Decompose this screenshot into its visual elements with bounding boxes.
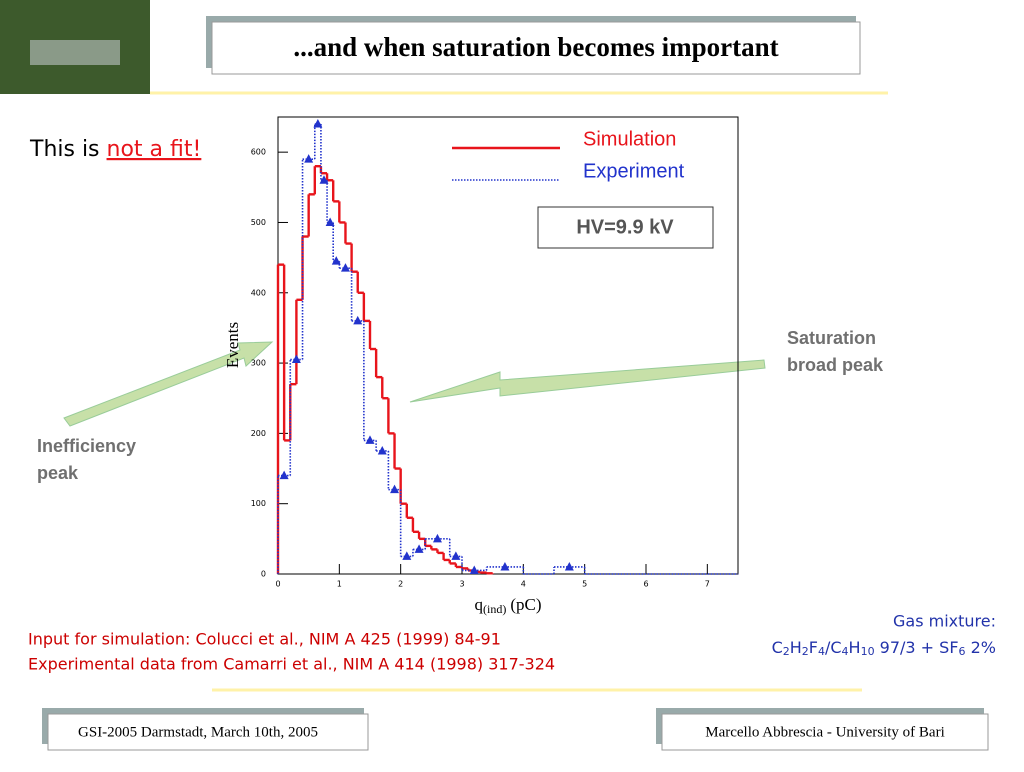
annotation: broad peak (787, 355, 884, 375)
x-tick-label: 4 (521, 580, 526, 589)
marker (365, 435, 375, 444)
subscript: 4 (818, 645, 825, 658)
hv-box (537, 206, 714, 249)
marker (469, 565, 479, 574)
footer-box (47, 713, 369, 751)
footer-box (661, 713, 989, 751)
intro: This is not a fit! (29, 137, 201, 162)
formula-part: 2% (966, 638, 996, 657)
marker (402, 551, 412, 560)
marker (331, 256, 341, 265)
formula-part: 97/3 + SF (875, 638, 959, 657)
x-tick-label: 1 (337, 580, 342, 589)
hv-label: HV=9.9 kV (576, 216, 674, 238)
arrow (409, 359, 766, 403)
marker (432, 533, 442, 543)
marker (340, 263, 350, 272)
marker (414, 544, 424, 553)
marker (291, 354, 301, 364)
y-tick-label: 200 (251, 429, 266, 438)
gas-label: Gas mixture: (893, 612, 996, 631)
marker (319, 175, 329, 184)
marker (304, 154, 314, 163)
marker (500, 561, 510, 571)
x-tick-label: 2 (398, 580, 403, 589)
formula-part: H (849, 638, 861, 657)
annotation: peak (37, 463, 79, 483)
marker (377, 445, 387, 455)
subscript: 10 (861, 645, 875, 658)
y-tick-label: 0 (261, 570, 266, 579)
title-box (211, 21, 861, 75)
x-tick-label: 7 (705, 580, 710, 589)
marker (279, 470, 289, 480)
reference: Input for simulation: Colucci et al., NI… (28, 630, 501, 649)
legend-label: Simulation (583, 128, 676, 150)
photo-building (30, 40, 120, 65)
subscript: 2 (802, 645, 809, 658)
footer-left: GSI-2005 Darmstadt, March 10th, 2005 (78, 724, 318, 740)
title: ...and when saturation becomes important (293, 32, 778, 62)
x-tick-label: 6 (643, 580, 648, 589)
y-tick-label: 400 (251, 288, 266, 297)
formula-part: C (772, 638, 783, 657)
legend-label: Experiment (583, 160, 685, 182)
plot-frame (277, 116, 739, 575)
marker (325, 217, 335, 226)
x-axis-label: q(ind) (pC) (475, 595, 542, 616)
marker (313, 119, 323, 128)
marker (390, 484, 400, 494)
marker (564, 561, 574, 571)
footer-right: Marcello Abbrescia - University of Bari (705, 724, 945, 740)
x-tick-label: 5 (582, 580, 587, 589)
subscript: 4 (842, 645, 849, 658)
x-tick-label: 0 (275, 580, 280, 589)
y-tick-label: 300 (251, 359, 266, 368)
y-tick-label: 500 (251, 218, 266, 227)
y-tick-label: 600 (251, 148, 266, 157)
y-axis-label: Events (223, 322, 242, 368)
marker (353, 315, 363, 325)
formula-part: H (790, 638, 802, 657)
subscript: 6 (959, 645, 966, 658)
formula-part: /C (825, 638, 842, 657)
y-tick-label: 100 (251, 499, 266, 508)
subscript: 2 (783, 645, 790, 658)
formula-part: F (809, 638, 818, 657)
gas-formula: C2H2F4/C4H10 97/3 + SF6 2% (772, 638, 996, 659)
marker (451, 551, 461, 560)
reference: Experimental data from Camarri et al., N… (28, 655, 555, 674)
x-tick-label: 3 (459, 580, 464, 589)
arrow (63, 341, 274, 427)
annotation: Saturation (787, 328, 876, 348)
annotation: Inefficiency (37, 436, 136, 456)
